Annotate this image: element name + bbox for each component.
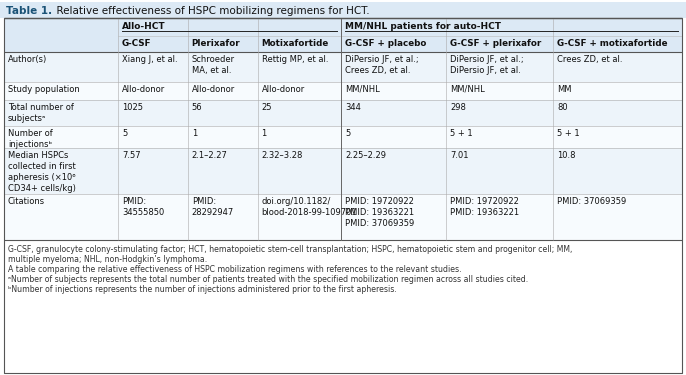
Text: Median HSPCs
collected in first
apheresis (×10⁶
CD34+ cells/kg): Median HSPCs collected in first apheresi… [8, 151, 76, 193]
Bar [4, 82, 682, 100]
Text: ᵇNumber of injections represents the number of injections administered prior to : ᵇNumber of injections represents the num… [8, 285, 397, 294]
Bar [4, 52, 682, 82]
Text: 5 + 1: 5 + 1 [557, 129, 580, 138]
Text: G-CSF + motixafortide: G-CSF + motixafortide [557, 39, 667, 48]
Bar [4, 242, 682, 373]
Bar [4, 18, 682, 52]
Text: Xiang J, et al.: Xiang J, et al. [122, 55, 178, 64]
Bar [4, 194, 682, 240]
Text: multiple myeloma; NHL, non-Hodgkin’s lymphoma.: multiple myeloma; NHL, non-Hodgkin’s lym… [8, 255, 207, 264]
Text: G-CSF, granulocyte colony-stimulating factor; HCT, hematopoietic stem-cell trans: G-CSF, granulocyte colony-stimulating fa… [8, 245, 572, 254]
Text: MM/NHL patients for auto-HCT: MM/NHL patients for auto-HCT [345, 22, 501, 31]
Text: PMID: 19720922
PMID: 19363221
PMID: 37069359: PMID: 19720922 PMID: 19363221 PMID: 3706… [345, 197, 414, 228]
Text: 1025: 1025 [122, 103, 143, 112]
Text: Table 1.: Table 1. [6, 6, 52, 16]
Text: Allo-donor: Allo-donor [122, 85, 165, 94]
Text: ᵃNumber of subjects represents the total number of patients treated with the spe: ᵃNumber of subjects represents the total… [8, 275, 528, 284]
Text: 5: 5 [122, 129, 127, 138]
Text: 1: 1 [261, 129, 267, 138]
Text: 10.8: 10.8 [557, 151, 576, 160]
Text: Plerixafor: Plerixafor [192, 39, 240, 48]
Text: DiPersio JF, et al.;
DiPersio JF, et al.: DiPersio JF, et al.; DiPersio JF, et al. [450, 55, 523, 75]
Text: Allo-donor: Allo-donor [261, 85, 305, 94]
Text: 5 + 1: 5 + 1 [450, 129, 473, 138]
Text: Citations: Citations [8, 197, 45, 206]
Text: MM/NHL: MM/NHL [450, 85, 485, 94]
Bar [4, 100, 682, 126]
Text: 7.57: 7.57 [122, 151, 141, 160]
Text: 1: 1 [192, 129, 197, 138]
Text: 25: 25 [261, 103, 272, 112]
Text: Crees ZD, et al.: Crees ZD, et al. [557, 55, 623, 64]
Text: 2.32–3.28: 2.32–3.28 [261, 151, 303, 160]
Text: PMID:
34555850: PMID: 34555850 [122, 197, 164, 217]
Text: Number of
injectionsᵇ: Number of injectionsᵇ [8, 129, 53, 149]
Text: Total number of
subjectsᵃ: Total number of subjectsᵃ [8, 103, 74, 123]
Text: 7.01: 7.01 [450, 151, 469, 160]
Text: A table comparing the relative effectiveness of HSPC mobilization regimens with : A table comparing the relative effective… [8, 265, 462, 274]
Text: DiPersio JF, et al.;
Crees ZD, et al.: DiPersio JF, et al.; Crees ZD, et al. [345, 55, 418, 75]
Text: G-CSF: G-CSF [122, 39, 152, 48]
Text: PMID: 37069359: PMID: 37069359 [557, 197, 626, 206]
Text: Rettig MP, et al.: Rettig MP, et al. [261, 55, 328, 64]
Text: Author(s): Author(s) [8, 55, 47, 64]
Text: PMID: 19720922
PMID: 19363221: PMID: 19720922 PMID: 19363221 [450, 197, 519, 217]
Text: Schroeder
MA, et al.: Schroeder MA, et al. [192, 55, 235, 75]
Text: 344: 344 [345, 103, 361, 112]
Text: doi.org/10.1182/
blood-2018-99-109701: doi.org/10.1182/ blood-2018-99-109701 [261, 197, 357, 217]
Text: Study population: Study population [8, 85, 80, 94]
Text: MM: MM [557, 85, 571, 94]
Text: 80: 80 [557, 103, 568, 112]
Text: G-CSF + placebo: G-CSF + placebo [345, 39, 426, 48]
Text: 298: 298 [450, 103, 466, 112]
Text: 2.25–2.29: 2.25–2.29 [345, 151, 386, 160]
Text: 2.1–2.27: 2.1–2.27 [192, 151, 228, 160]
Text: 5: 5 [345, 129, 351, 138]
Text: Relative effectiveness of HSPC mobilizing regimens for HCT.: Relative effectiveness of HSPC mobilizin… [50, 6, 370, 16]
Bar [4, 126, 682, 148]
Text: Allo-donor: Allo-donor [192, 85, 235, 94]
Text: PMID:
28292947: PMID: 28292947 [192, 197, 234, 217]
Text: Allo-HCT: Allo-HCT [122, 22, 165, 31]
Text: MM/NHL: MM/NHL [345, 85, 380, 94]
Text: 56: 56 [192, 103, 202, 112]
Bar [0, 2, 686, 18]
Text: G-CSF + plerixafor: G-CSF + plerixafor [450, 39, 541, 48]
Text: Motixafortide: Motixafortide [261, 39, 329, 48]
Bar [4, 148, 682, 194]
